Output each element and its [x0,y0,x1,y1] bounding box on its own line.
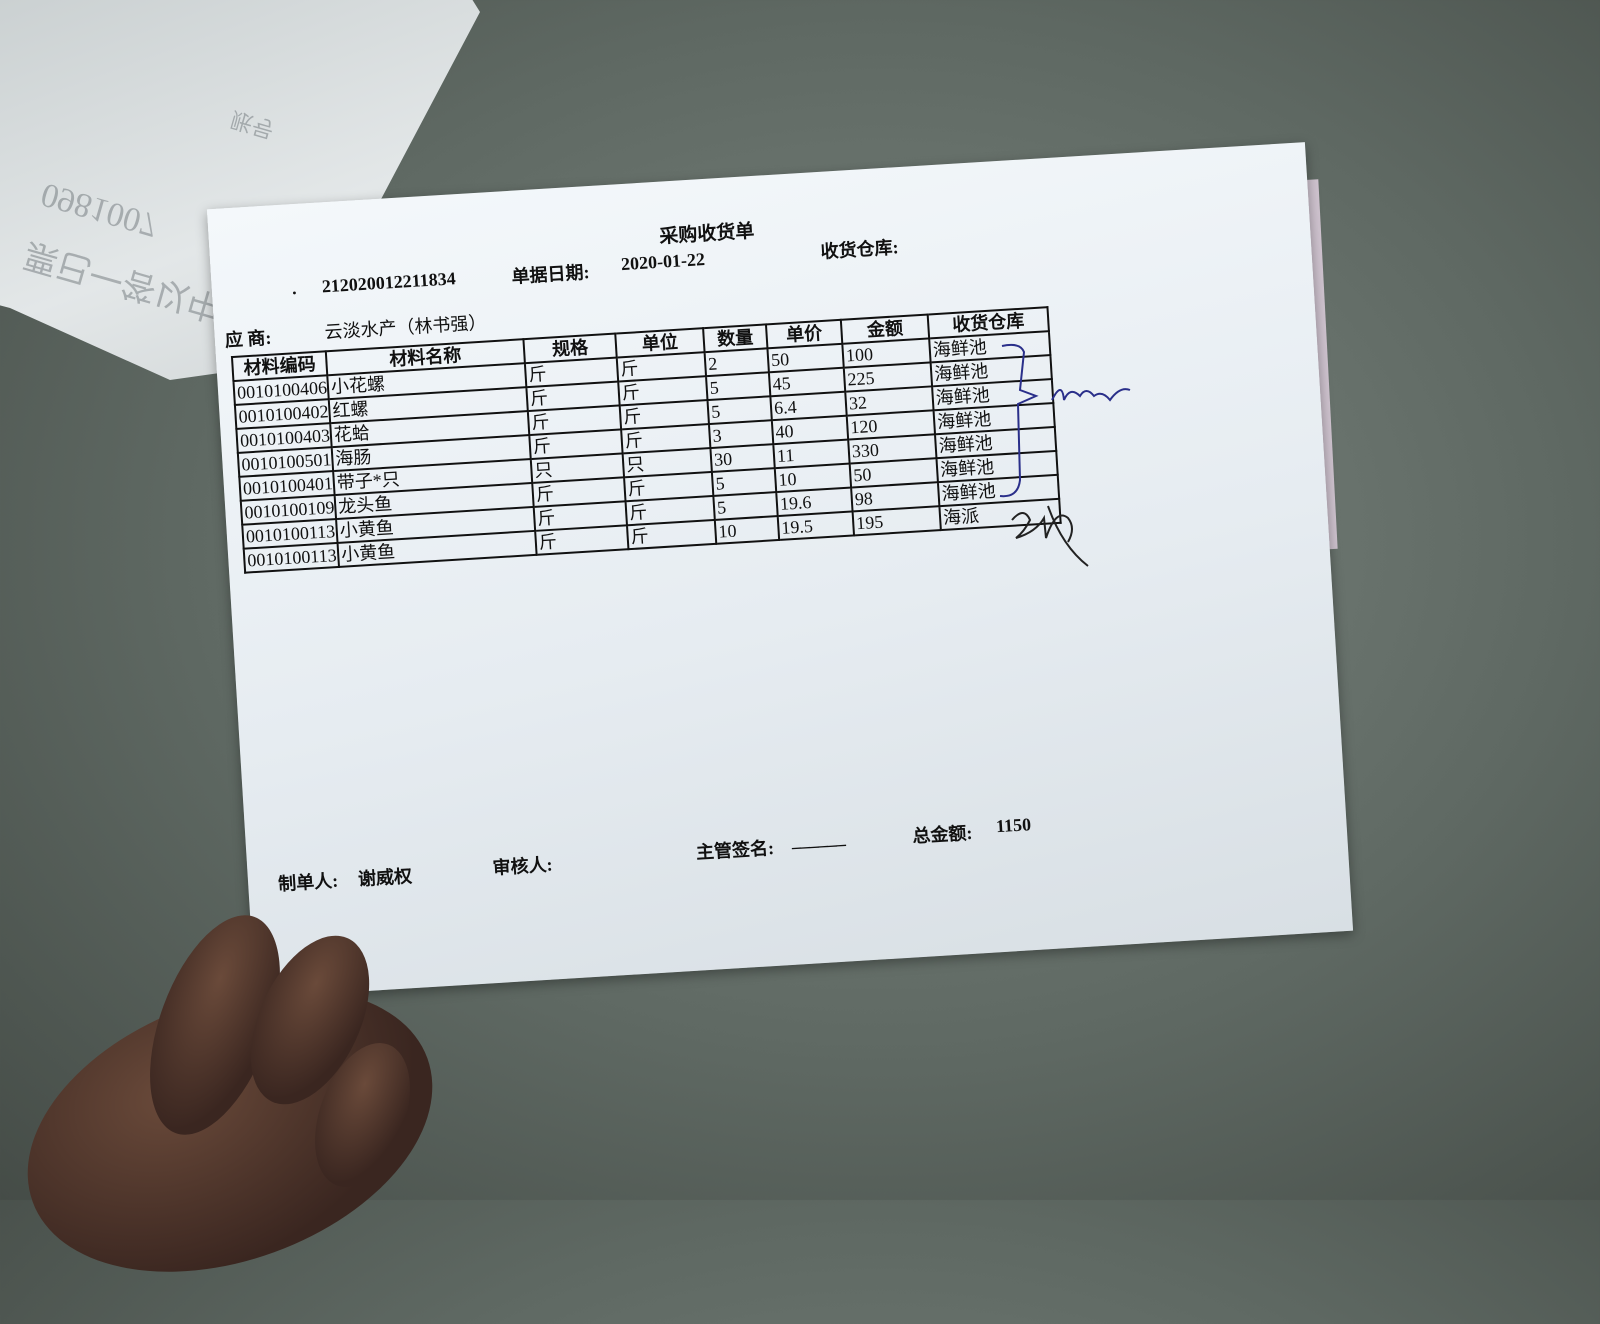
reviewer-label: 审核人: [492,854,554,879]
receipt-text: 票已一答以中 [19,234,227,327]
supervisor-signature-blank: ______ [790,827,847,851]
form-title: 采购收货单 [658,220,755,248]
date-label: 单据日期: [510,262,591,287]
warehouse-label: 收货仓库: [820,237,900,262]
bill-no-label: . [291,278,297,299]
table-cell: 斤 [535,525,629,555]
handwritten-signature [999,343,1131,567]
supplier-label: 应 商: [224,327,272,351]
maker: 谢威权 [357,866,413,890]
table-cell: 195 [852,506,941,536]
maker-label: 制单人: [277,870,339,895]
purchase-receipt-form: 采购收货单 . 212020012211834 单据日期: 2020-01-22… [206,142,1354,998]
items-table: 材料编码 材料名称 规格 单位 数量 单价 金额 收货仓库 0010100406 小花螺斤斤 2 5… [231,306,1062,574]
date: 2020-01-22 [620,249,706,275]
table-cell: 0010100113 [243,542,339,573]
receipt-text: 0981007 [37,175,162,244]
receipt-text: 账号 [227,106,278,143]
table-cell: 10 [714,516,780,544]
supplier: 云淡水产（林书强） [324,312,487,343]
bill-no: 212020012211834 [321,268,457,297]
total-amount: 1150 [995,814,1032,837]
supervisor-label: 主管签名: [695,837,775,863]
table-cell: 19.5 [777,511,855,540]
table-cell: 斤 [626,519,717,550]
total-label: 总金额: [911,822,974,847]
